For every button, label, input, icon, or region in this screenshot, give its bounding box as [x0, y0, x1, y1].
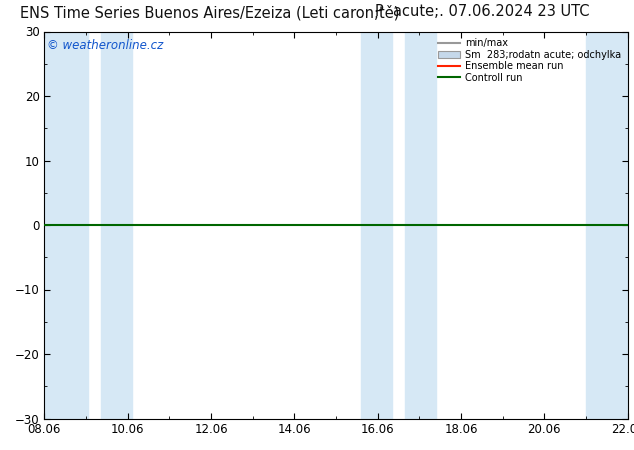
Bar — [44, 32, 88, 419]
Legend: min/max, Sm  283;rodatn acute; odchylka, Ensemble mean run, Controll run: min/max, Sm 283;rodatn acute; odchylka, … — [437, 36, 623, 85]
Bar — [361, 32, 392, 419]
Bar — [404, 32, 436, 419]
Text: P  acute;. 07.06.2024 23 UTC: P acute;. 07.06.2024 23 UTC — [375, 4, 589, 19]
Text: ENS Time Series Buenos Aires/Ezeiza (Leti caron;tě): ENS Time Series Buenos Aires/Ezeiza (Let… — [20, 4, 399, 20]
Bar — [101, 32, 132, 419]
Text: © weatheronline.cz: © weatheronline.cz — [48, 39, 164, 52]
Bar — [586, 32, 628, 419]
